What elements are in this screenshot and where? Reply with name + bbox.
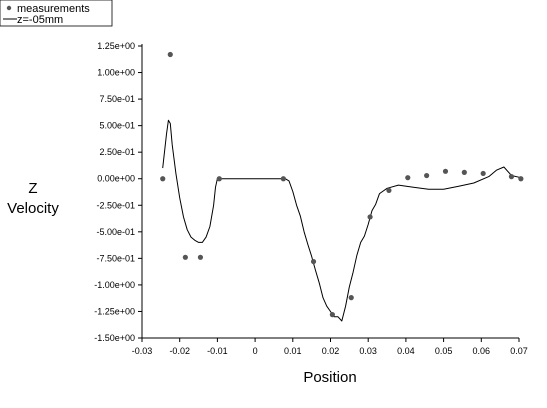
y-tick-label: -1.50e+00	[94, 333, 135, 343]
y-tick-label: -1.00e+00	[94, 280, 135, 290]
measurement-point	[160, 176, 166, 182]
measurement-point	[386, 187, 392, 194]
x-tick-label: 0.01	[284, 346, 302, 356]
y-tick-label: -2.50e-01	[96, 200, 135, 210]
x-tick-label: 0.05	[435, 346, 453, 356]
x-axis-title: Position	[303, 369, 356, 386]
y-axis-title-line-1: Z	[28, 180, 37, 197]
measurement-point	[424, 172, 430, 179]
measurement-point	[167, 51, 173, 58]
measurement-point	[367, 214, 373, 220]
measurement-point	[329, 312, 335, 318]
y-tick-label: -5.00e-01	[96, 227, 135, 237]
x-tick-label: 0	[253, 346, 258, 356]
x-tick-label: 0.04	[397, 346, 415, 356]
x-tick-label: 0.06	[473, 346, 491, 356]
measurement-point	[280, 176, 286, 182]
legend: measurements z=-05mm	[0, 0, 113, 27]
measurement-point	[348, 295, 354, 301]
measurement-point	[480, 170, 486, 177]
x-tick-label: 0.03	[359, 346, 377, 356]
measurement-point	[518, 176, 524, 182]
measurement-point	[461, 169, 467, 175]
y-tick-label: -7.50e-01	[96, 253, 135, 263]
x-tick-label: 0.02	[322, 346, 340, 356]
y-tick-label: 1.00e+00	[97, 68, 135, 78]
measurement-point	[216, 176, 222, 182]
x-tick-label: -0.01	[207, 346, 228, 356]
legend-label-measurements: measurements	[17, 3, 90, 15]
measurement-point	[182, 254, 188, 260]
y-tick-label: -1.25e+00	[94, 306, 135, 316]
x-tick-label: -0.02	[169, 346, 190, 356]
legend-box	[0, 0, 113, 27]
plot-marks	[160, 51, 524, 322]
series-line	[162, 119, 522, 322]
y-tick-label: 2.50e-01	[99, 147, 135, 157]
y-tick-label: 0.00e+00	[97, 174, 135, 184]
y-axis-title-line-2: Velocity	[7, 200, 59, 217]
axes: 1.25e+00 1.00e+00 7.50e-01 5.00e-01 2.50e-01…	[94, 41, 528, 356]
measurement-point	[442, 168, 449, 174]
y-tick-label: 1.25e+00	[97, 41, 135, 51]
y-tick-label: 5.00e-01	[99, 121, 135, 131]
legend-label-line: z=-05mm	[17, 14, 63, 26]
x-tick-label: -0.03	[132, 346, 153, 356]
y-tick-label: 7.50e-01	[99, 94, 135, 104]
legend-measurements-marker	[6, 5, 12, 11]
measurement-point	[310, 258, 317, 265]
measurement-point	[508, 174, 515, 180]
measurement-point	[405, 175, 411, 181]
x-tick-label: 0.07	[510, 346, 528, 356]
measurement-point	[197, 254, 204, 260]
